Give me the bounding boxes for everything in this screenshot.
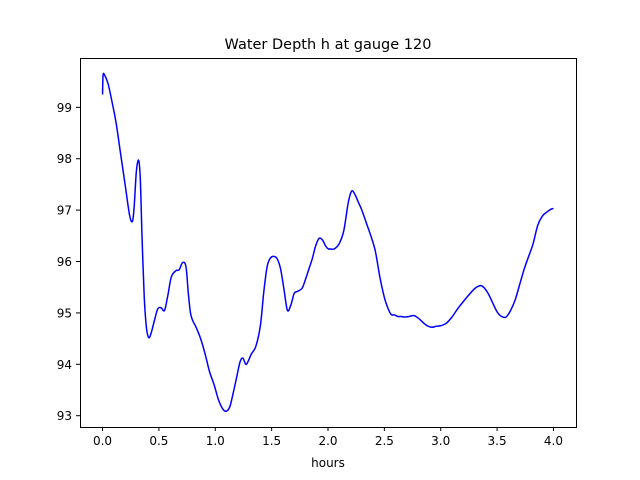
x-tick-label: 1.5 <box>262 434 281 448</box>
x-tick-label: 1.0 <box>206 434 225 448</box>
y-tick-label: 94 <box>57 358 72 372</box>
x-tick-label: 3.5 <box>488 434 507 448</box>
x-tick-label: 2.5 <box>375 434 394 448</box>
y-tick-label: 98 <box>57 152 72 166</box>
x-tick-label: 0.5 <box>149 434 168 448</box>
x-tick-label: 4.0 <box>544 434 563 448</box>
y-tick-label: 99 <box>57 101 72 115</box>
plot-area-frame <box>80 58 577 428</box>
y-tick-label: 95 <box>57 306 72 320</box>
series-layer <box>101 72 554 413</box>
chart-title: Water Depth h at gauge 120 <box>225 37 432 53</box>
x-axis-label: hours <box>311 456 345 470</box>
x-tick-label: 2.0 <box>318 434 337 448</box>
series-line <box>101 72 554 413</box>
axis-ticks: 0.0 0.5 1.0 1.5 2.0 2.5 3.0 3.5 4.0 93 94 95 96 97 98 9… <box>57 101 563 448</box>
y-tick-label: 93 <box>57 409 72 423</box>
y-tick-label: 97 <box>57 204 72 218</box>
y-tick-label: 96 <box>57 255 72 269</box>
x-tick-label: 0.0 <box>93 434 112 448</box>
x-tick-label: 3.0 <box>431 434 450 448</box>
